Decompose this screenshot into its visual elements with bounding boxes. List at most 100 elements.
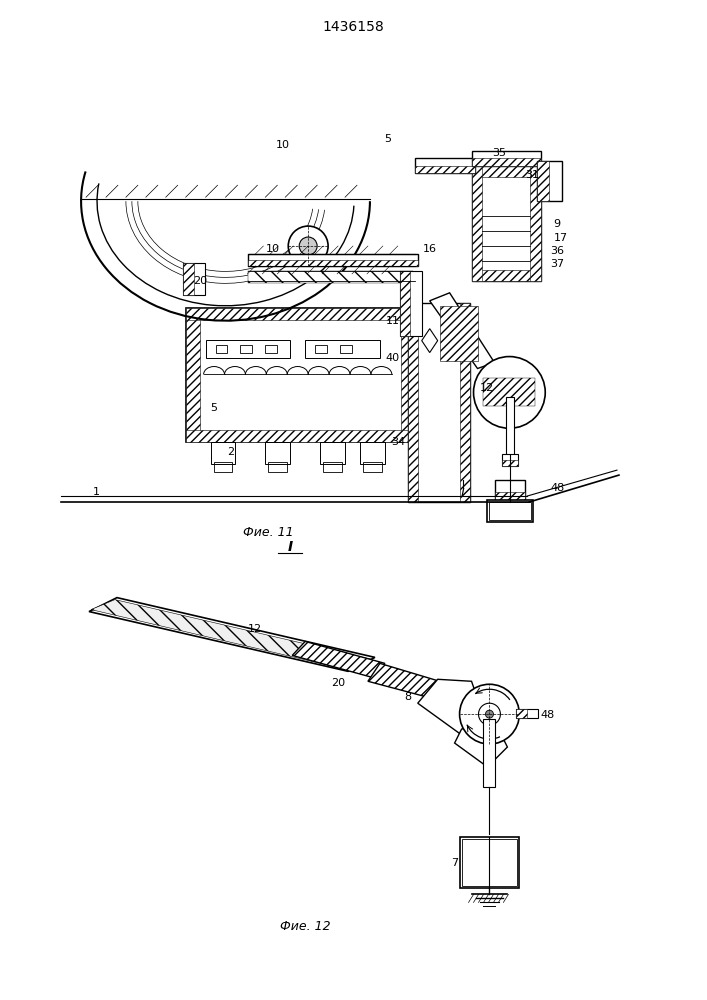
Polygon shape xyxy=(418,679,487,737)
Polygon shape xyxy=(368,663,440,697)
Bar xyxy=(305,340,380,358)
Circle shape xyxy=(486,710,493,718)
Bar xyxy=(315,345,327,353)
Bar xyxy=(440,306,477,361)
Polygon shape xyxy=(91,600,372,669)
Text: 20: 20 xyxy=(194,276,208,286)
Bar xyxy=(415,158,474,173)
Bar xyxy=(320,442,345,464)
Text: 10: 10 xyxy=(267,244,280,254)
Circle shape xyxy=(503,385,516,399)
Circle shape xyxy=(299,237,317,255)
Bar xyxy=(248,271,413,283)
Polygon shape xyxy=(455,721,508,767)
Bar xyxy=(360,442,385,464)
Bar xyxy=(489,502,531,520)
Bar xyxy=(248,260,418,266)
Text: 5: 5 xyxy=(210,403,217,413)
Bar xyxy=(460,837,520,888)
Text: 36: 36 xyxy=(550,246,564,256)
Bar xyxy=(537,161,562,201)
Polygon shape xyxy=(89,598,375,671)
Bar xyxy=(340,345,352,353)
Bar xyxy=(186,308,199,442)
Bar xyxy=(484,378,535,406)
Bar xyxy=(214,462,233,472)
Text: 12: 12 xyxy=(248,624,262,634)
Bar xyxy=(516,709,538,718)
Text: 5: 5 xyxy=(385,134,392,144)
Text: 20: 20 xyxy=(331,678,345,688)
Bar xyxy=(537,161,549,201)
Circle shape xyxy=(474,357,545,428)
Bar xyxy=(472,166,542,177)
Bar xyxy=(472,151,542,166)
Text: 40: 40 xyxy=(386,353,400,363)
Bar xyxy=(323,462,342,472)
Bar xyxy=(503,454,518,466)
Bar xyxy=(503,460,518,466)
Text: 2: 2 xyxy=(227,447,234,457)
Circle shape xyxy=(460,684,520,744)
Bar xyxy=(496,480,525,502)
Bar xyxy=(186,308,415,320)
Bar xyxy=(487,500,533,522)
Text: 12: 12 xyxy=(479,383,493,393)
Text: 37: 37 xyxy=(550,259,564,269)
Bar xyxy=(516,709,527,718)
Text: I: I xyxy=(461,487,464,500)
Bar xyxy=(400,271,410,336)
Bar xyxy=(363,462,382,472)
Circle shape xyxy=(288,226,328,266)
Text: 16: 16 xyxy=(423,244,437,254)
Text: 8: 8 xyxy=(404,692,411,702)
Bar xyxy=(472,166,482,281)
Text: 35: 35 xyxy=(492,148,506,158)
Circle shape xyxy=(479,703,501,725)
Bar xyxy=(265,345,277,353)
Bar xyxy=(484,719,496,787)
Text: 9: 9 xyxy=(554,219,561,229)
Bar xyxy=(472,166,542,281)
Bar xyxy=(248,254,418,266)
Bar xyxy=(269,462,287,472)
Text: 48: 48 xyxy=(540,710,554,720)
Bar xyxy=(211,442,235,464)
Text: 11: 11 xyxy=(386,316,400,326)
Text: 7: 7 xyxy=(451,858,458,868)
Bar xyxy=(182,263,194,295)
Text: Фие. 11: Фие. 11 xyxy=(243,526,293,539)
Bar xyxy=(462,839,518,886)
Bar xyxy=(186,308,415,442)
Bar xyxy=(401,308,415,442)
Bar xyxy=(198,318,403,432)
Text: Фие. 12: Фие. 12 xyxy=(280,920,330,933)
Bar xyxy=(240,345,252,353)
Text: I: I xyxy=(288,540,293,554)
Text: 1436158: 1436158 xyxy=(322,20,384,34)
Text: 10: 10 xyxy=(276,140,291,150)
Polygon shape xyxy=(430,293,494,369)
Polygon shape xyxy=(292,641,385,677)
Text: 31: 31 xyxy=(525,170,539,180)
Bar xyxy=(206,340,291,358)
Bar xyxy=(408,303,418,502)
Bar xyxy=(496,492,525,502)
Bar xyxy=(408,303,469,502)
Bar xyxy=(182,263,204,295)
Bar xyxy=(400,271,422,336)
Bar xyxy=(265,442,291,464)
Text: 1: 1 xyxy=(93,487,100,497)
Bar xyxy=(472,158,542,166)
Bar xyxy=(415,166,474,173)
Bar xyxy=(506,397,515,455)
Bar xyxy=(472,270,542,281)
Bar xyxy=(530,166,542,281)
Bar xyxy=(186,430,415,442)
Bar xyxy=(460,303,469,502)
Bar xyxy=(216,345,228,353)
Text: 34: 34 xyxy=(391,437,405,447)
Polygon shape xyxy=(422,329,438,353)
Text: 17: 17 xyxy=(554,233,568,243)
Text: 48: 48 xyxy=(550,483,564,493)
